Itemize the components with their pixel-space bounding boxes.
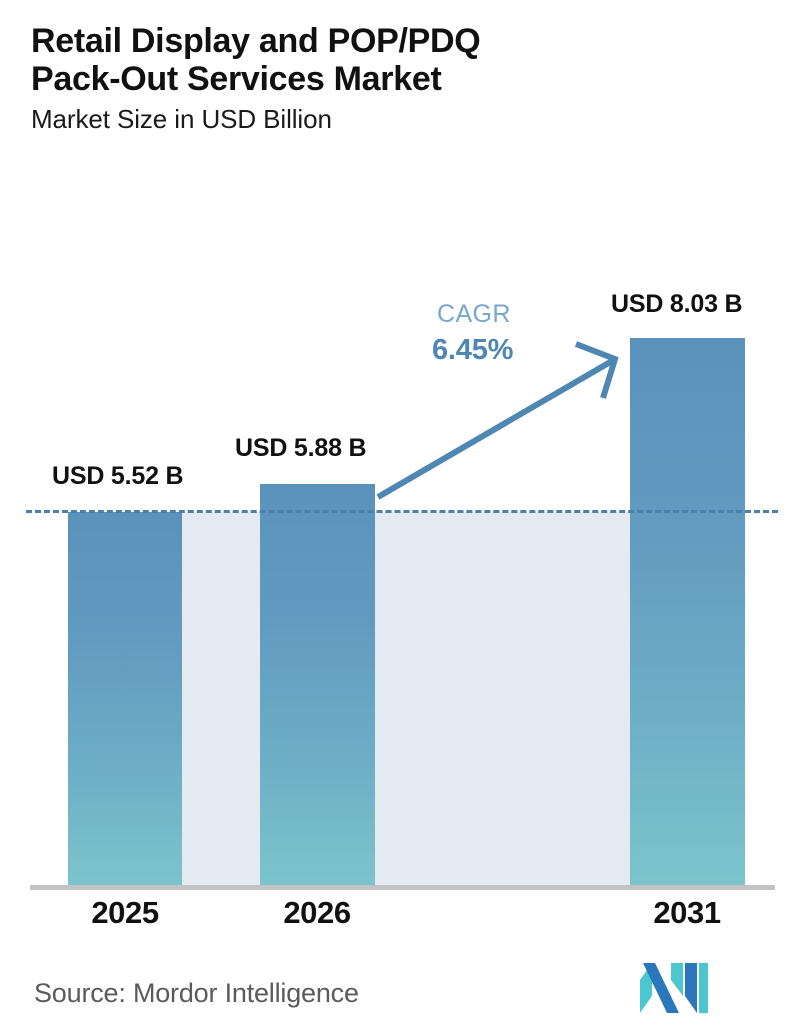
growth-arrow-icon <box>376 341 619 500</box>
x-axis-label-2025: 2025 <box>91 895 159 930</box>
x-axis-line <box>30 885 775 890</box>
bar-2025[interactable] <box>68 512 182 888</box>
bar-value-label-2026: USD 5.88 B <box>235 434 367 462</box>
source-attribution: Source: Mordor Intelligence <box>34 978 359 1008</box>
page-title: Retail Display and POP/PDQ Pack-Out Serv… <box>31 22 481 99</box>
cagr-value: 6.45% <box>432 334 514 366</box>
bar-value-label-2025: USD 5.52 B <box>52 462 184 490</box>
column-band-gap-2 <box>375 512 630 888</box>
bar-2031[interactable] <box>630 338 745 888</box>
bar-value-label-2031: USD 8.03 B <box>611 290 743 318</box>
x-axis-label-2031: 2031 <box>653 895 721 930</box>
column-band-gap-1 <box>182 512 260 888</box>
page-subtitle: Market Size in USD Billion <box>31 104 332 135</box>
x-axis-label-2026: 2026 <box>283 895 351 930</box>
reference-dashed-line <box>26 510 778 513</box>
chart-header: Retail Display and POP/PDQ Pack-Out Serv… <box>31 22 751 135</box>
mordor-intelligence-logo-icon <box>640 963 708 1013</box>
bar-2026[interactable] <box>260 484 375 888</box>
cagr-label: CAGR <box>437 300 511 328</box>
